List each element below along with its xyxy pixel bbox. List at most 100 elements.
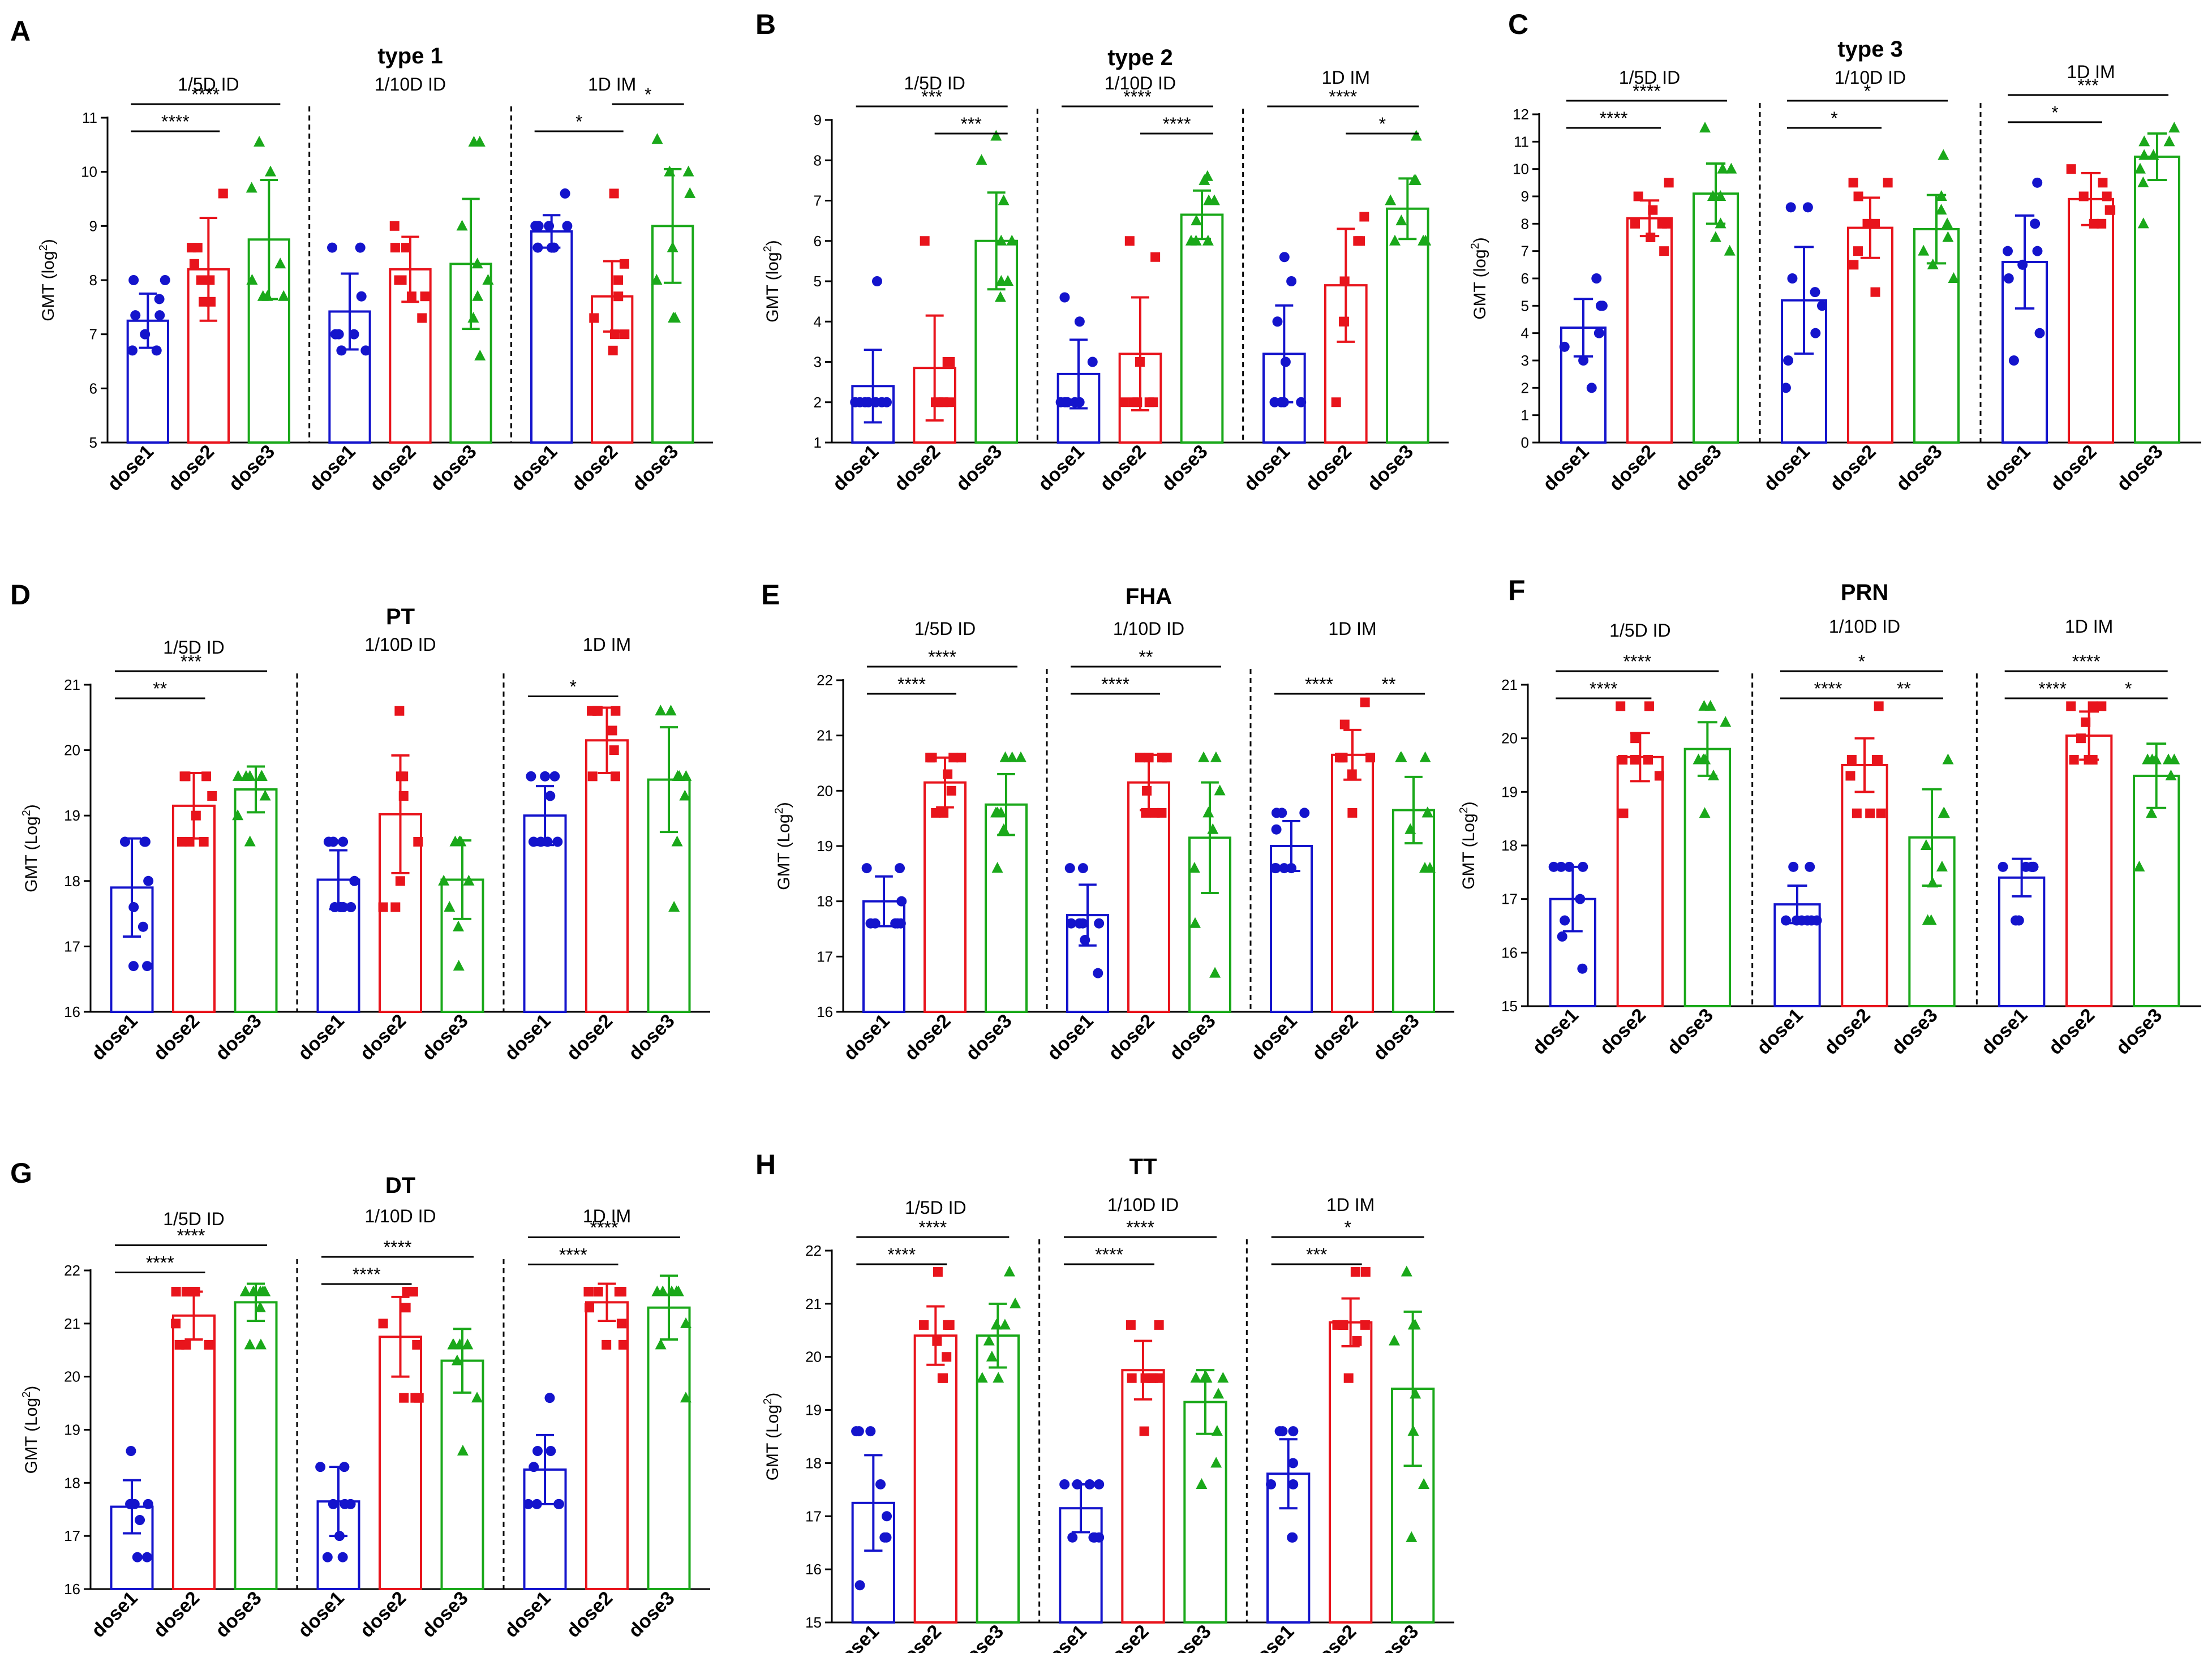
data-point — [1360, 1320, 1370, 1330]
data-point — [1067, 1532, 1078, 1543]
y-tick-label: 10 — [81, 164, 97, 181]
group-1-10d-id: 1/10D ID dose1 dose2 dose3 — [294, 634, 505, 1064]
data-point — [2138, 135, 2150, 147]
x-tick-label: dose3 — [211, 1587, 265, 1642]
data-point — [2008, 355, 2019, 366]
bar-dose3 — [1180, 213, 1224, 444]
data-point — [471, 1392, 483, 1403]
x-tick-label: dose3 — [628, 441, 682, 495]
data-point — [1998, 861, 2008, 872]
data-point — [526, 771, 536, 782]
data-point — [2138, 149, 2150, 160]
data-point — [346, 902, 357, 913]
data-point — [651, 274, 663, 285]
data-point — [680, 1317, 692, 1328]
group-label: 1D IM — [2067, 62, 2115, 82]
data-point — [2066, 164, 2076, 174]
bar-dose3 — [647, 1306, 691, 1591]
x-tick-label: dose3 — [1369, 1010, 1423, 1064]
data-point — [991, 862, 1003, 873]
data-point — [1699, 122, 1711, 133]
data-point — [472, 290, 484, 301]
data-point — [609, 745, 619, 755]
y-tick-label: 19 — [817, 838, 833, 855]
data-point — [999, 1319, 1011, 1330]
data-point — [1810, 328, 1821, 338]
y-tick-label: 20 — [805, 1349, 822, 1366]
data-point — [1084, 1479, 1095, 1489]
data-point — [1922, 914, 1934, 925]
data-point — [976, 1372, 988, 1383]
significance-label: **** — [887, 1244, 916, 1265]
data-point — [1202, 234, 1214, 246]
significance-label: **** — [146, 1252, 174, 1273]
data-point — [232, 770, 244, 781]
significance-label: * — [1864, 81, 1871, 101]
data-point — [1279, 863, 1290, 874]
x-tick-label: dose2 — [562, 1010, 617, 1064]
data-point — [1272, 316, 1283, 327]
data-point — [140, 836, 151, 847]
data-point — [1185, 234, 1197, 246]
x-tick-label: dose1 — [500, 1587, 555, 1642]
data-point — [1927, 258, 1939, 269]
group-1-10d-id: 1/10D ID dose1 dose2 dose3 ******** — [294, 1206, 505, 1642]
y-tick-label: 22 — [805, 1242, 822, 1259]
data-point — [1597, 300, 1608, 311]
data-point — [931, 808, 941, 818]
data-point — [1288, 1458, 1299, 1469]
y-tick-label: 21 — [805, 1295, 822, 1312]
data-point — [1196, 1478, 1208, 1489]
data-point — [1948, 272, 1960, 283]
x-tick-label: dose1 — [1980, 441, 2034, 495]
data-point — [1942, 231, 1954, 242]
x-tick-label: dose3 — [1892, 441, 1946, 495]
data-point — [1213, 1388, 1225, 1399]
data-point — [184, 836, 195, 847]
group-1-10d-id: 1/10D ID dose1 dose2 dose3 ******** — [1036, 1195, 1248, 1653]
data-point — [453, 960, 465, 971]
data-point — [875, 1479, 886, 1489]
data-point — [457, 1445, 469, 1456]
data-point — [1089, 1532, 1100, 1543]
data-point — [207, 791, 217, 801]
x-tick-label: dose1 — [87, 1010, 141, 1064]
x-tick-label: dose3 — [418, 1587, 472, 1642]
significance-label: **** — [2072, 651, 2101, 672]
data-point — [1006, 751, 1018, 762]
significance-label: *** — [181, 651, 201, 672]
x-tick-label: dose2 — [1306, 1621, 1360, 1653]
data-point — [339, 1462, 350, 1472]
significance-label: **** — [1590, 679, 1618, 699]
data-point — [2133, 860, 2145, 871]
y-tick-label: 4 — [814, 313, 822, 330]
data-point — [1074, 918, 1085, 929]
data-point — [925, 753, 935, 763]
data-point — [1845, 771, 1855, 781]
data-point — [1074, 397, 1085, 407]
x-tick-label: dose1 — [104, 441, 158, 495]
data-point — [412, 1339, 422, 1350]
data-point — [1278, 397, 1289, 407]
data-point — [870, 918, 880, 929]
data-point — [552, 836, 563, 847]
group-label: 1D IM — [1326, 1195, 1375, 1215]
group-1d-im: 1D IM dose1 dose2 dose3 * * — [507, 74, 696, 495]
group-label: 1/5D ID — [905, 1197, 966, 1218]
data-point — [613, 291, 624, 302]
data-point — [523, 1499, 534, 1509]
data-point — [1389, 234, 1401, 246]
group-1-10d-id: 1/10D ID dose1 dose2 dose3 — [305, 74, 512, 495]
x-tick-label: dose3 — [961, 1010, 1016, 1064]
y-axis-label: GMT (log2) — [1469, 237, 1489, 320]
x-tick-label: dose1 — [1034, 441, 1088, 495]
significance-label: **** — [1101, 674, 1129, 694]
y-tick-label: 21 — [64, 1315, 80, 1332]
data-point — [328, 836, 338, 847]
x-tick-label: dose1 — [500, 1010, 555, 1064]
x-tick-label: dose3 — [624, 1587, 678, 1642]
data-point — [190, 1287, 200, 1297]
x-tick-label: dose2 — [1098, 1621, 1153, 1653]
group-label: 1/10D ID — [375, 74, 446, 95]
